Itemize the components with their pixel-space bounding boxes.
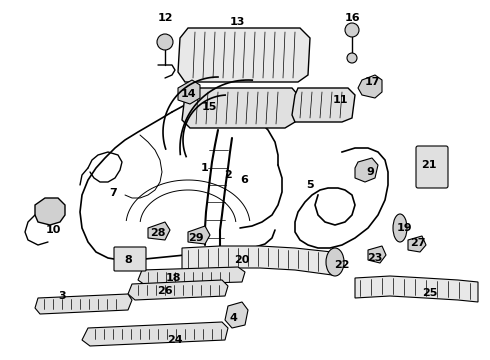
Text: 2: 2: [224, 170, 232, 180]
Polygon shape: [188, 226, 210, 244]
Text: 8: 8: [124, 255, 132, 265]
Polygon shape: [35, 294, 132, 314]
Text: 12: 12: [157, 13, 173, 23]
Polygon shape: [182, 88, 298, 128]
Ellipse shape: [393, 214, 407, 242]
Text: 17: 17: [364, 77, 380, 87]
Text: 16: 16: [344, 13, 360, 23]
Polygon shape: [355, 276, 478, 302]
Text: 5: 5: [306, 180, 314, 190]
Circle shape: [345, 23, 359, 37]
Text: 11: 11: [332, 95, 348, 105]
FancyBboxPatch shape: [416, 146, 448, 188]
Text: 19: 19: [396, 223, 412, 233]
Text: 15: 15: [201, 102, 217, 112]
Text: 24: 24: [167, 335, 183, 345]
Text: 1: 1: [201, 163, 209, 173]
Polygon shape: [358, 75, 382, 98]
Polygon shape: [225, 302, 248, 328]
Ellipse shape: [326, 248, 344, 276]
Polygon shape: [178, 80, 200, 104]
Text: 4: 4: [229, 313, 237, 323]
Text: 29: 29: [188, 233, 204, 243]
Polygon shape: [82, 322, 228, 346]
Text: 18: 18: [165, 273, 181, 283]
Text: 28: 28: [150, 228, 166, 238]
Circle shape: [157, 34, 173, 50]
Text: 3: 3: [58, 291, 66, 301]
Text: 7: 7: [109, 188, 117, 198]
Text: 21: 21: [421, 160, 437, 170]
FancyBboxPatch shape: [114, 247, 146, 271]
Text: 10: 10: [45, 225, 61, 235]
Polygon shape: [368, 246, 386, 263]
Text: 22: 22: [334, 260, 350, 270]
Polygon shape: [128, 280, 228, 300]
Polygon shape: [148, 222, 170, 240]
Polygon shape: [292, 88, 355, 122]
Text: 13: 13: [229, 17, 245, 27]
Text: 20: 20: [234, 255, 250, 265]
Polygon shape: [178, 28, 310, 82]
Text: 6: 6: [240, 175, 248, 185]
Polygon shape: [355, 158, 378, 182]
Text: 9: 9: [366, 167, 374, 177]
Text: 25: 25: [422, 288, 438, 298]
Polygon shape: [408, 236, 426, 252]
Text: 26: 26: [157, 286, 173, 296]
Polygon shape: [138, 267, 245, 285]
Text: 14: 14: [180, 89, 196, 99]
Circle shape: [347, 53, 357, 63]
Polygon shape: [35, 198, 65, 225]
Text: 27: 27: [410, 238, 426, 248]
Text: 23: 23: [368, 253, 383, 263]
Polygon shape: [182, 246, 332, 275]
